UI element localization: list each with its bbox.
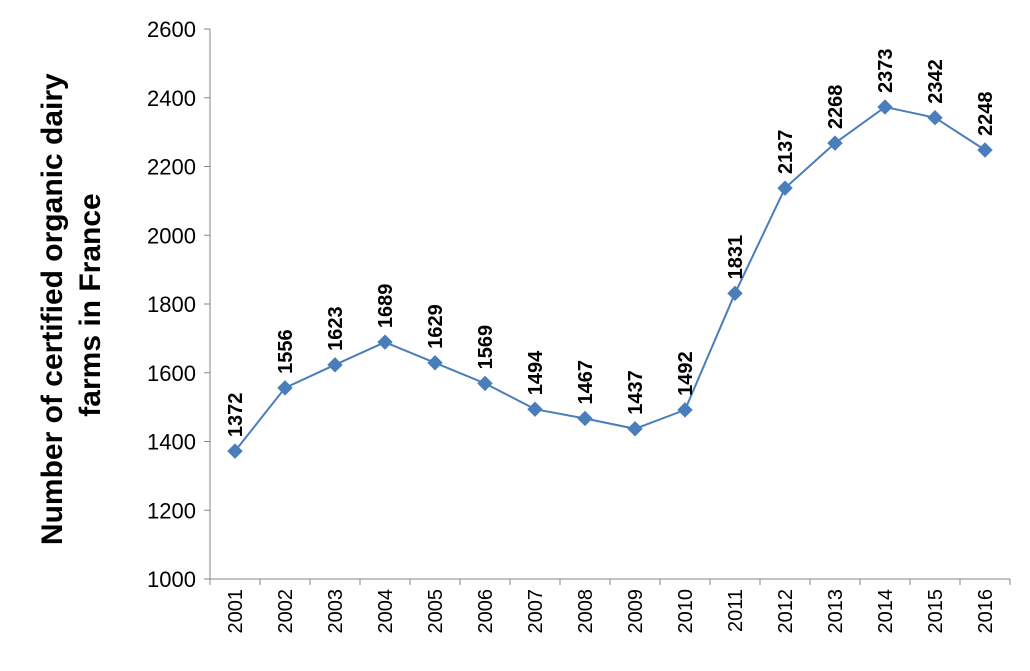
data-point-marker [777,180,793,196]
data-point-marker [377,334,393,350]
x-ticks: 2001 2002 2003 2004 2005 2006 2007 2008 2009 2010… [209,579,1011,634]
data-point-marker [827,135,843,151]
data-label: 2137 [775,130,797,175]
series-line [234,105,986,452]
y-ticks: 1000 1200 1400 1600 1800 2000 2200 2400 2600 [147,17,210,592]
y-tick-label: 1400 [147,430,196,455]
data-label: 1569 [475,325,497,370]
data-point-marker [977,142,993,158]
data-label: 1467 [575,360,597,405]
x-tick-label: 2016 [975,589,997,634]
y-tick-label: 1000 [147,567,196,592]
x-tick-label: 2001 [225,589,247,634]
data-label: 1372 [225,393,247,438]
data-point-marker [677,402,693,418]
data-label: 1689 [375,284,397,329]
data-point-marker [577,410,593,427]
x-tick-label: 2007 [525,589,547,634]
data-point-marker [277,380,293,396]
data-label: 1831 [725,235,747,280]
data-label: 2268 [825,85,847,130]
x-tick-label: 2012 [775,589,797,634]
y-tick-label: 2600 [147,17,196,42]
data-labels: 1372 1556 1623 1689 1629 1569 1494 1467 1437 1492… [225,49,997,438]
y-tick-label: 2000 [147,223,196,248]
data-point-marker [327,357,343,373]
data-point-marker [627,421,643,437]
data-label: 1623 [325,306,347,351]
data-point-marker [927,109,943,126]
x-tick-label: 2002 [275,589,297,634]
x-tick-label: 2006 [475,589,497,634]
x-tick-label: 2009 [625,589,647,634]
y-tick-label: 2400 [147,86,196,111]
y-tick-label: 1600 [147,361,196,386]
data-label: 2342 [925,59,947,104]
data-label: 1629 [425,304,447,349]
x-tick-label: 2010 [675,589,697,634]
x-tick-label: 2015 [925,589,947,634]
data-label: 1494 [525,350,547,395]
x-tick-label: 2008 [575,589,597,634]
data-point-marker [527,401,543,417]
data-point-marker [877,99,893,115]
data-label: 2248 [975,92,997,137]
data-point-marker [227,443,243,459]
x-tick-label: 2011 [725,589,747,632]
data-label: 2373 [875,49,897,94]
x-tick-label: 2004 [375,589,397,634]
y-tick-label: 2200 [147,155,196,180]
data-label: 1492 [675,351,697,396]
x-tick-label: 2014 [875,589,897,634]
x-tick-label: 2005 [425,589,447,634]
data-point-marker [477,375,493,392]
y-axis-label-line-1: Number of certified organic dairy [36,73,69,545]
y-axis-label: Number of certified organic dairy farms … [36,65,107,545]
data-label: 1437 [625,370,647,415]
y-axis-label-line-2: farms in France [74,193,107,416]
series-group [227,99,993,459]
y-tick-label: 1800 [147,292,196,317]
data-label: 1556 [275,329,297,374]
x-tick-label: 2003 [325,589,347,634]
y-tick-label: 1200 [147,498,196,523]
x-tick-label: 2013 [825,589,847,634]
data-point-marker [427,355,443,371]
data-point-marker [727,285,743,302]
